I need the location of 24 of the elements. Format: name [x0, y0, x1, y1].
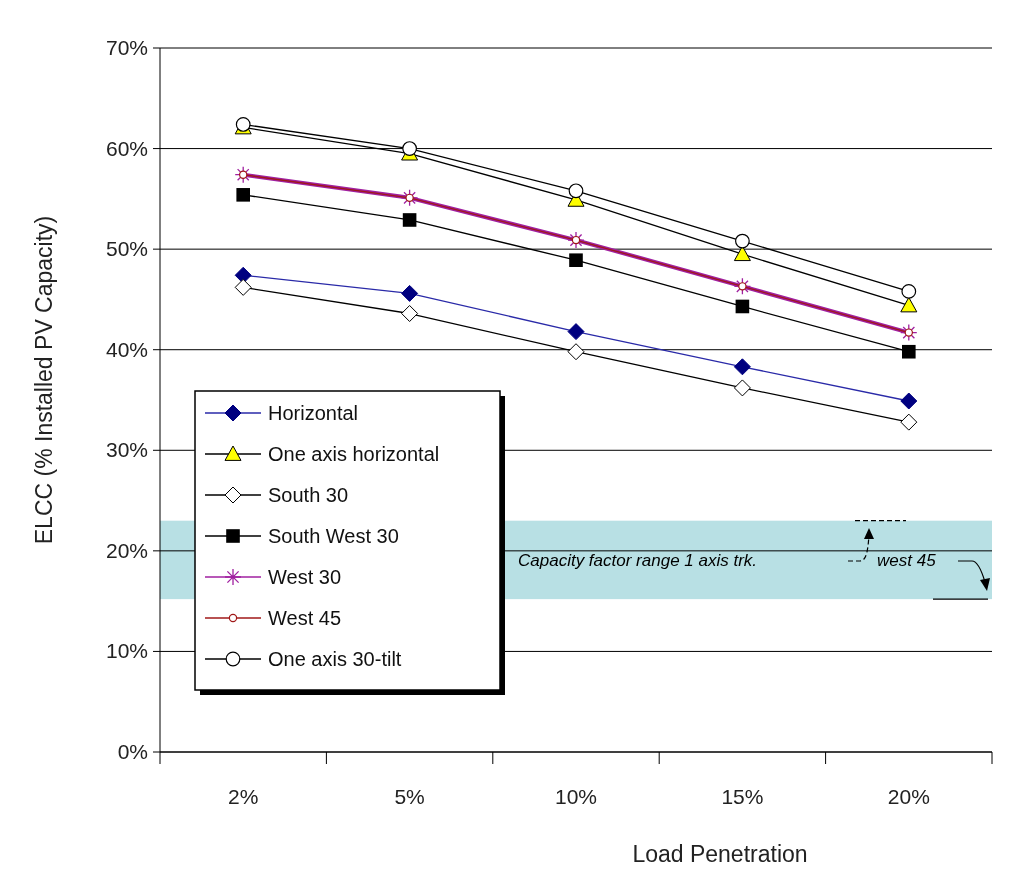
- x-tick-label: 10%: [554, 785, 598, 808]
- legend-label: South 30: [268, 484, 349, 506]
- y-tick-label: 0%: [117, 740, 148, 763]
- y-tick-label: 70%: [105, 36, 148, 59]
- band-label: Capacity factor range 1 axis trk.: [518, 550, 758, 570]
- y-axis-title: ELCC (% Installed PV Capacity): [31, 215, 57, 545]
- legend-label: One axis 30-tilt: [268, 648, 402, 670]
- legend-label: One axis horizontal: [268, 443, 440, 465]
- legend-label: South West 30: [268, 525, 399, 547]
- annotation: west 45: [877, 550, 937, 570]
- x-tick-label: 20%: [887, 785, 930, 808]
- y-tick-label: 60%: [105, 136, 148, 160]
- x-tick-label: 2%: [228, 785, 259, 808]
- y-tick-label: 30%: [105, 438, 148, 462]
- x-axis-title: Load Penetration: [632, 841, 808, 867]
- y-tick-label: 40%: [105, 337, 148, 361]
- x-tick-label: 15%: [721, 785, 764, 808]
- x-tick-label: 5%: [394, 785, 425, 808]
- y-tick-label: 10%: [105, 639, 148, 663]
- y-tick-label: 20%: [105, 538, 148, 562]
- y-tick-label: 50%: [105, 237, 148, 261]
- legend-label: West 30: [268, 566, 341, 588]
- legend-label: West 45: [268, 607, 341, 629]
- legend-label: Horizontal: [268, 402, 359, 424]
